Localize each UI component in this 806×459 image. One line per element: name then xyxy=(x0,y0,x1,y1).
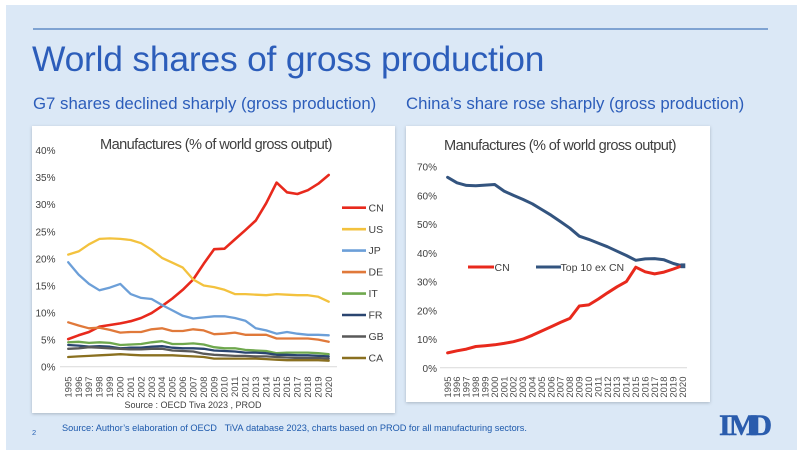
svg-text:2019: 2019 xyxy=(669,377,680,398)
svg-text:US: US xyxy=(369,224,384,236)
svg-text:2011: 2011 xyxy=(593,377,604,397)
svg-text:2014: 2014 xyxy=(622,377,633,398)
svg-text:1999: 1999 xyxy=(480,377,491,398)
svg-text:2016: 2016 xyxy=(640,377,651,398)
svg-text:JP: JP xyxy=(369,245,381,257)
svg-text:2018: 2018 xyxy=(659,377,670,398)
svg-text:Manufactures (% of world gross: Manufactures (% of world gross output) xyxy=(444,138,676,154)
svg-text:1997: 1997 xyxy=(462,377,473,398)
svg-text:30%: 30% xyxy=(417,278,437,289)
svg-text:1995: 1995 xyxy=(63,377,74,398)
svg-text:2008: 2008 xyxy=(565,377,576,398)
svg-text:2016: 2016 xyxy=(282,377,293,398)
svg-text:2010: 2010 xyxy=(220,377,231,398)
svg-text:40%: 40% xyxy=(35,146,55,157)
svg-text:FR: FR xyxy=(369,310,383,322)
svg-text:2012: 2012 xyxy=(241,377,252,398)
svg-text:10%: 10% xyxy=(417,335,437,346)
svg-text:GB: GB xyxy=(369,331,384,343)
svg-text:1999: 1999 xyxy=(105,377,116,398)
svg-text:40%: 40% xyxy=(417,249,437,260)
svg-text:2001: 2001 xyxy=(499,377,510,398)
svg-text:2001: 2001 xyxy=(126,377,137,398)
svg-text:2010: 2010 xyxy=(584,377,595,398)
svg-text:2017: 2017 xyxy=(650,377,661,398)
svg-text:2018: 2018 xyxy=(303,377,314,398)
svg-text:2003: 2003 xyxy=(147,377,158,398)
svg-text:2020: 2020 xyxy=(678,377,689,398)
svg-text:CN: CN xyxy=(495,262,510,274)
svg-text:0%: 0% xyxy=(423,364,438,375)
svg-text:1996: 1996 xyxy=(74,377,85,398)
svg-text:2004: 2004 xyxy=(157,377,168,398)
svg-text:CN: CN xyxy=(369,202,384,214)
svg-text:0%: 0% xyxy=(41,363,56,374)
svg-text:1998: 1998 xyxy=(471,377,482,398)
svg-text:Top 10 ex CN: Top 10 ex CN xyxy=(561,262,625,274)
svg-text:2011: 2011 xyxy=(230,377,241,397)
svg-text:10%: 10% xyxy=(35,309,55,320)
svg-text:Manufactures (% of world gross: Manufactures (% of world gross output) xyxy=(100,137,332,153)
svg-text:5%: 5% xyxy=(41,336,56,347)
svg-text:2015: 2015 xyxy=(631,377,642,398)
svg-text:2007: 2007 xyxy=(188,377,199,398)
svg-text:2000: 2000 xyxy=(490,377,501,398)
svg-text:2005: 2005 xyxy=(537,377,548,398)
svg-text:2003: 2003 xyxy=(518,377,529,398)
svg-text:1996: 1996 xyxy=(452,377,463,398)
svg-text:2002: 2002 xyxy=(509,377,520,398)
svg-text:2013: 2013 xyxy=(612,377,623,398)
svg-text:2017: 2017 xyxy=(293,377,304,398)
svg-text:2009: 2009 xyxy=(209,377,220,398)
svg-text:20%: 20% xyxy=(417,306,437,317)
svg-text:2009: 2009 xyxy=(575,377,586,398)
svg-text:2002: 2002 xyxy=(136,377,147,398)
svg-text:20%: 20% xyxy=(35,254,55,265)
svg-text:2019: 2019 xyxy=(314,377,325,398)
svg-text:15%: 15% xyxy=(35,282,55,293)
svg-text:1995: 1995 xyxy=(443,377,454,398)
svg-text:25%: 25% xyxy=(35,227,55,238)
svg-text:60%: 60% xyxy=(417,191,437,202)
svg-text:1997: 1997 xyxy=(84,377,95,398)
svg-text:CA: CA xyxy=(369,353,384,365)
svg-text:2006: 2006 xyxy=(178,377,189,398)
svg-text:2015: 2015 xyxy=(272,377,283,398)
svg-text:2007: 2007 xyxy=(556,377,567,398)
svg-text:2020: 2020 xyxy=(324,377,335,398)
svg-text:50%: 50% xyxy=(417,220,437,231)
svg-text:70%: 70% xyxy=(417,163,437,174)
svg-text:2006: 2006 xyxy=(546,377,557,398)
svg-text:Source : OECD Tiva 2023 , PROD: Source : OECD Tiva 2023 , PROD xyxy=(124,400,262,410)
svg-text:IT: IT xyxy=(369,288,379,300)
svg-text:2012: 2012 xyxy=(603,377,614,398)
svg-text:30%: 30% xyxy=(35,200,55,211)
svg-text:2004: 2004 xyxy=(528,377,539,398)
svg-text:2014: 2014 xyxy=(261,377,272,398)
svg-text:2005: 2005 xyxy=(168,377,179,398)
svg-text:2008: 2008 xyxy=(199,377,210,398)
svg-text:2013: 2013 xyxy=(251,377,262,398)
svg-text:1998: 1998 xyxy=(95,377,106,398)
svg-text:35%: 35% xyxy=(35,173,55,184)
svg-text:DE: DE xyxy=(369,267,384,279)
svg-text:2000: 2000 xyxy=(116,377,127,398)
